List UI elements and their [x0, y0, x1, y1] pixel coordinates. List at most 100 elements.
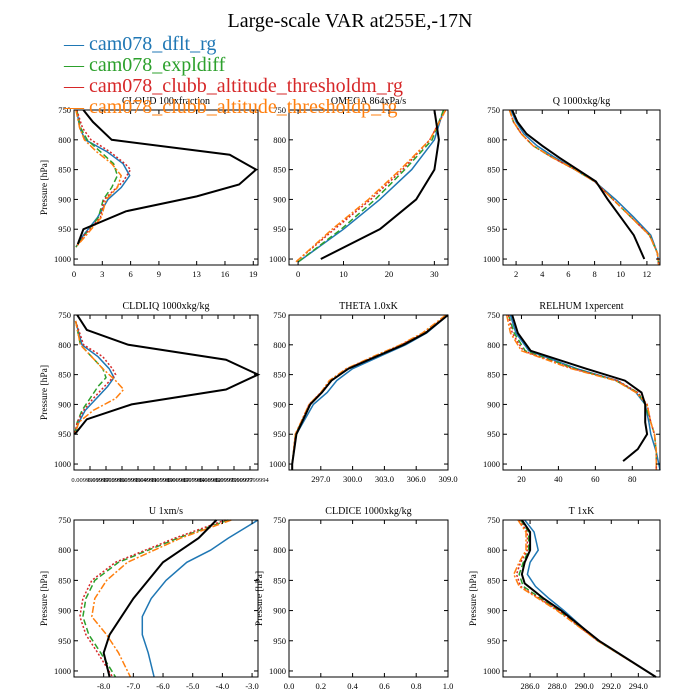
series-line [512, 519, 657, 678]
x-tick-label: 10 [617, 269, 626, 279]
y-tick-label: 850 [58, 370, 71, 380]
series-line [291, 314, 449, 470]
y-tick-label: 750 [58, 310, 71, 320]
chart-panel: 750 800 850 900 950 1000 20 40 60 80 RELHUM 1xperc… [483, 301, 661, 484]
x-tick-label: -7.0 [127, 681, 140, 691]
series-line [82, 519, 229, 678]
y-axis-label: Pressure [hPa] [469, 571, 479, 626]
x-tick-label: 1.0 [443, 681, 454, 691]
series-line [291, 314, 449, 470]
y-tick-label: 800 [58, 135, 71, 145]
series-line [91, 519, 232, 678]
x-tick-label: 19 [249, 269, 258, 279]
y-tick-label: 750 [487, 515, 500, 525]
y-tick-label: 750 [487, 310, 500, 320]
y-tick-label: 750 [487, 105, 500, 115]
y-tick-label: 900 [58, 399, 71, 409]
chart-panel: 750 800 850 900 950 1000 0 10 20 30 OMEGA 864xPa/s [269, 96, 449, 279]
legend-label: cam078_clubb_altitude_thresholdp_rg [89, 96, 398, 118]
x-tick-label: -5.0 [186, 681, 199, 691]
y-tick-label: 850 [487, 370, 500, 380]
series-line [74, 320, 115, 435]
x-tick-label: -8.0 [97, 681, 110, 691]
x-tick-label: 0.0399999991 [119, 477, 156, 484]
x-tick-label: 4 [540, 269, 545, 279]
y-tick-label: 900 [58, 606, 71, 616]
series-line [75, 109, 123, 248]
x-tick-label: -4.0 [216, 681, 229, 691]
x-tick-label: 8 [592, 269, 596, 279]
x-tick-label: 3 [100, 269, 104, 279]
series-line [75, 109, 119, 248]
y-tick-label: 950 [58, 224, 71, 234]
axes-frame [502, 314, 661, 471]
x-tick-label: 0 [72, 269, 76, 279]
legend-item: — cam078_clubb_altitude_thresholdm_rg [64, 75, 404, 97]
series-line [102, 519, 218, 678]
series-line [291, 314, 449, 470]
axes-frame [73, 109, 259, 266]
x-tick-label: 0.0599999987 [151, 477, 189, 484]
y-tick-label: 750 [273, 310, 286, 320]
y-tick-label: 1000 [54, 254, 71, 264]
series-line [505, 314, 658, 470]
figure-title: Large-scale VAR at255E,-17N [227, 10, 473, 32]
series-line [74, 320, 117, 435]
series-line [297, 109, 445, 263]
x-tick-label: 16 [221, 269, 230, 279]
y-tick-label: 850 [273, 165, 286, 175]
y-tick-label: 1000 [269, 254, 286, 264]
x-tick-label: 80 [628, 474, 637, 484]
chart-panel: 750 800 850 900 950 1000 286.0 288.0 290.0 292.0 2… [469, 506, 661, 691]
x-tick-label: 6 [128, 269, 132, 279]
y-tick-label: 900 [487, 606, 500, 616]
y-tick-label: 850 [487, 165, 500, 175]
x-tick-label: 286.0 [521, 681, 540, 691]
panel-title: Q 1000xkg/kg [553, 96, 611, 107]
y-tick-label: 900 [487, 399, 500, 409]
x-tick-label: 0.2 [315, 681, 326, 691]
legend-label: cam078_clubb_altitude_thresholdm_rg [89, 75, 404, 97]
legend-label: cam078_expldiff [89, 54, 226, 76]
series-line [79, 519, 226, 678]
y-tick-label: 800 [487, 340, 500, 350]
panel-title: U 1xm/s [149, 506, 183, 517]
x-tick-label: 303.0 [375, 474, 394, 484]
axes-frame [288, 519, 449, 678]
y-tick-label: 850 [273, 370, 286, 380]
series-line [141, 519, 259, 678]
panel-title: CLDLIQ 1000xkg/kg [123, 301, 210, 312]
y-tick-label: 750 [58, 105, 71, 115]
y-tick-label: 1000 [483, 459, 500, 469]
x-tick-label: 10 [339, 269, 348, 279]
series-line [295, 109, 447, 263]
y-tick-label: 1000 [483, 254, 500, 264]
y-tick-label: 950 [273, 429, 286, 439]
panel-title: THETA 1.0xK [339, 301, 398, 312]
legend-label: cam078_dflt_rg [89, 33, 217, 55]
x-tick-label: 2 [514, 269, 518, 279]
axes-frame [73, 519, 259, 678]
x-tick-label: 0.0299999993 [103, 477, 140, 484]
y-tick-label: 950 [487, 429, 500, 439]
y-axis-label: Pressure [hPa] [255, 571, 265, 626]
series-line [74, 314, 261, 435]
series-line [291, 314, 447, 470]
x-tick-label: 9 [157, 269, 161, 279]
axes-frame [288, 314, 449, 471]
y-tick-label: 800 [58, 545, 71, 555]
y-tick-label: 900 [273, 194, 286, 204]
y-tick-label: 1000 [269, 459, 286, 469]
series-line [508, 109, 660, 266]
y-tick-label: 950 [487, 224, 500, 234]
y-axis-label: Pressure [hPa] [40, 160, 50, 215]
x-tick-label: 294.0 [629, 681, 648, 691]
x-tick-label: 0.0899999979 [199, 477, 236, 484]
series-line [507, 314, 658, 470]
y-axis-label: Pressure [hPa] [40, 571, 50, 626]
series-line [518, 519, 657, 678]
x-tick-label: 0.4 [347, 681, 358, 691]
y-tick-label: 950 [487, 636, 500, 646]
panel-title: CLOUD 100xfraction [122, 96, 210, 107]
y-tick-label: 800 [58, 340, 71, 350]
